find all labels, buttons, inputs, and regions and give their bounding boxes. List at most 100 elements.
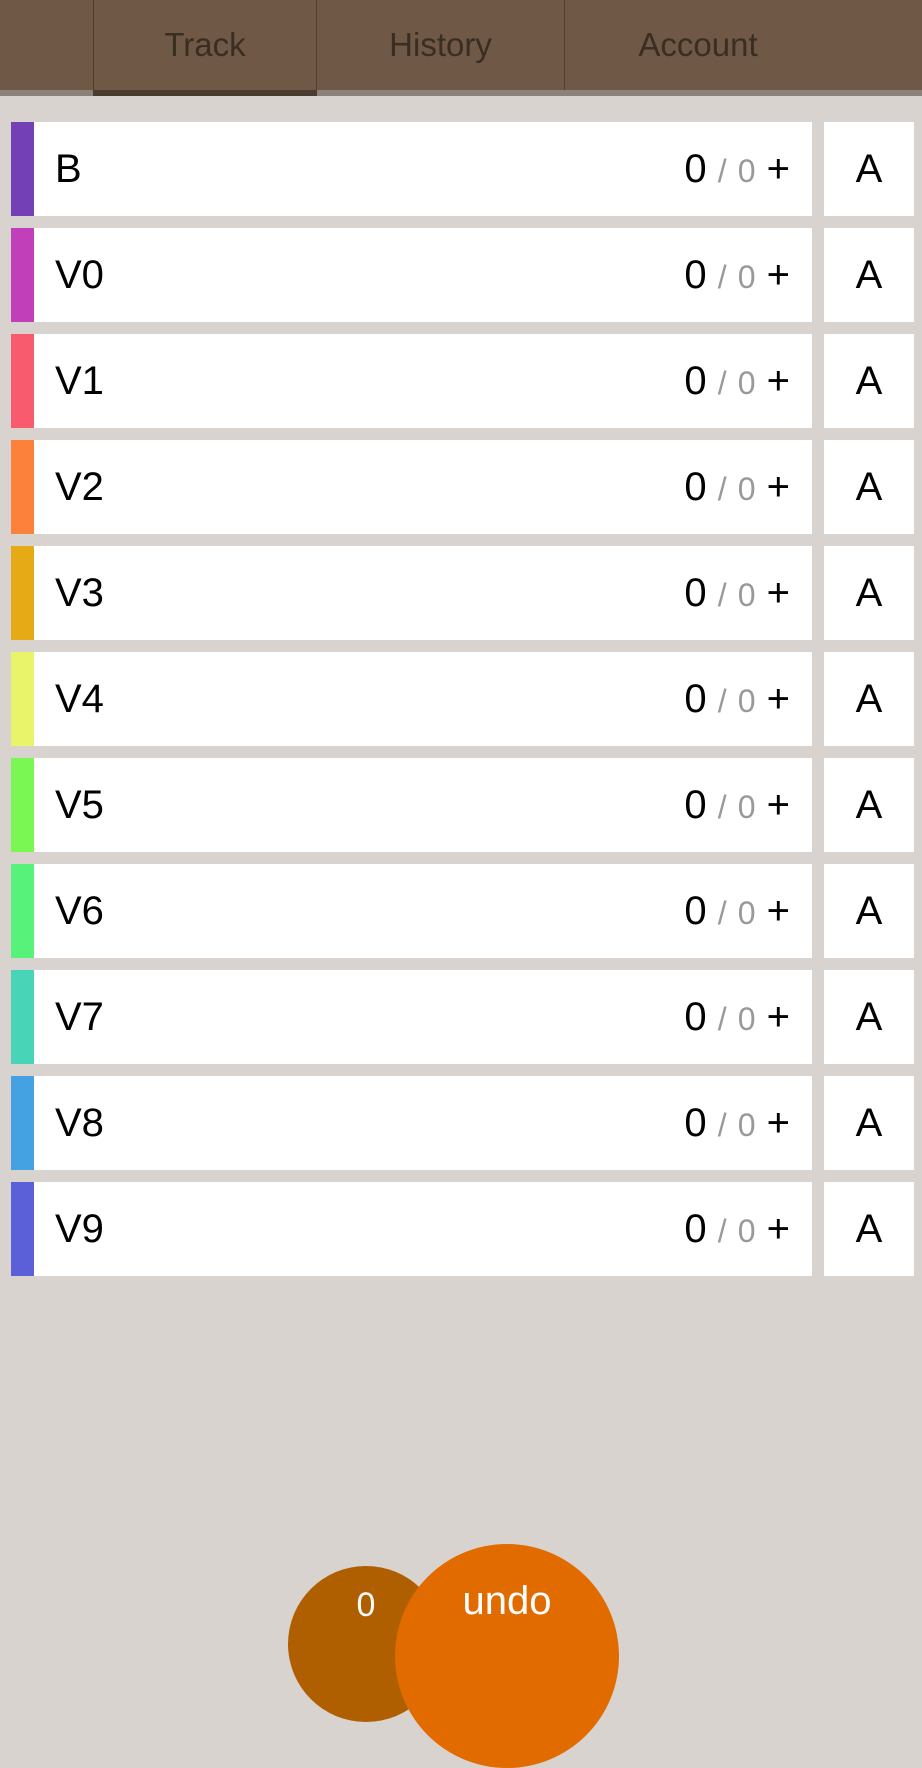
counter: 0 / 0 + [684, 228, 790, 324]
total: 0 [737, 577, 756, 613]
header: Track History Account [0, 0, 922, 96]
add-button[interactable]: + [766, 1207, 790, 1251]
separator: / [717, 471, 727, 507]
total: 0 [737, 153, 756, 189]
count: 0 [684, 677, 707, 721]
count: 0 [684, 1101, 707, 1145]
color-bar [11, 1076, 34, 1170]
add-button[interactable]: + [766, 1101, 790, 1145]
action-button[interactable]: A [824, 1076, 914, 1170]
total: 0 [737, 365, 756, 401]
add-button[interactable]: + [766, 253, 790, 297]
color-bar [11, 864, 34, 958]
total: 0 [737, 471, 756, 507]
separator: / [717, 1001, 727, 1037]
add-button[interactable]: + [766, 571, 790, 615]
count: 0 [684, 889, 707, 933]
action-button[interactable]: A [824, 546, 914, 640]
row-label: V2 [55, 465, 104, 509]
row-label: V9 [55, 1207, 104, 1251]
color-bar [11, 440, 34, 534]
separator: / [717, 1107, 727, 1143]
row-label: V1 [55, 359, 104, 403]
row[interactable]: V7 0 / 0 + [11, 970, 812, 1064]
count: 0 [684, 783, 707, 827]
total: 0 [737, 895, 756, 931]
row[interactable]: V6 0 / 0 + [11, 864, 812, 958]
color-bar [11, 758, 34, 852]
separator: / [717, 577, 727, 613]
row[interactable]: V5 0 / 0 + [11, 758, 812, 852]
counter: 0 / 0 + [684, 652, 790, 748]
row-label: V5 [55, 783, 104, 827]
row-label: V6 [55, 889, 104, 933]
count: 0 [684, 995, 707, 1039]
total: 0 [737, 259, 756, 295]
color-bar [11, 334, 34, 428]
row[interactable]: V4 0 / 0 + [11, 652, 812, 746]
row[interactable]: V3 0 / 0 + [11, 546, 812, 640]
count: 0 [684, 1207, 707, 1251]
counter: 0 / 0 + [684, 864, 790, 960]
counter: 0 / 0 + [684, 758, 790, 854]
row-label: V7 [55, 995, 104, 1039]
counter: 0 / 0 + [684, 122, 790, 218]
add-button[interactable]: + [766, 147, 790, 191]
counter: 0 / 0 + [684, 1076, 790, 1172]
counter: 0 / 0 + [684, 1182, 790, 1278]
count: 0 [684, 147, 707, 191]
add-button[interactable]: + [766, 359, 790, 403]
row-label: B [55, 147, 82, 191]
color-bar [11, 228, 34, 322]
tab-track[interactable]: Track [93, 0, 317, 96]
row[interactable]: V8 0 / 0 + [11, 1076, 812, 1170]
total: 0 [737, 1107, 756, 1143]
row[interactable]: V9 0 / 0 + [11, 1182, 812, 1276]
counter: 0 / 0 + [684, 334, 790, 430]
separator: / [717, 259, 727, 295]
separator: / [717, 789, 727, 825]
total: 0 [737, 1001, 756, 1037]
row[interactable]: B 0 / 0 + [11, 122, 812, 216]
count: 0 [684, 253, 707, 297]
counter: 0 / 0 + [684, 970, 790, 1066]
add-button[interactable]: + [766, 783, 790, 827]
undo-button[interactable]: undo [395, 1544, 619, 1768]
color-bar [11, 546, 34, 640]
separator: / [717, 1213, 727, 1249]
action-button[interactable]: A [824, 970, 914, 1064]
count: 0 [684, 465, 707, 509]
row[interactable]: V2 0 / 0 + [11, 440, 812, 534]
action-button[interactable]: A [824, 1182, 914, 1276]
counter: 0 / 0 + [684, 440, 790, 536]
action-button[interactable]: A [824, 652, 914, 746]
row[interactable]: V1 0 / 0 + [11, 334, 812, 428]
tab-account[interactable]: Account [564, 0, 831, 90]
row[interactable]: V0 0 / 0 + [11, 228, 812, 322]
total: 0 [737, 683, 756, 719]
separator: / [717, 683, 727, 719]
color-bar [11, 652, 34, 746]
add-button[interactable]: + [766, 677, 790, 721]
separator: / [717, 153, 727, 189]
action-button[interactable]: A [824, 758, 914, 852]
total: 0 [737, 789, 756, 825]
separator: / [717, 895, 727, 931]
action-button[interactable]: A [824, 440, 914, 534]
row-label: V4 [55, 677, 104, 721]
add-button[interactable]: + [766, 889, 790, 933]
row-label: V3 [55, 571, 104, 615]
total: 0 [737, 1213, 756, 1249]
add-button[interactable]: + [766, 995, 790, 1039]
action-button[interactable]: A [824, 334, 914, 428]
action-button[interactable]: A [824, 864, 914, 958]
color-bar [11, 122, 34, 216]
tab-history[interactable]: History [316, 0, 564, 90]
add-button[interactable]: + [766, 465, 790, 509]
count: 0 [684, 571, 707, 615]
action-button[interactable]: A [824, 228, 914, 322]
color-bar [11, 1182, 34, 1276]
color-bar [11, 970, 34, 1064]
action-button[interactable]: A [824, 122, 914, 216]
